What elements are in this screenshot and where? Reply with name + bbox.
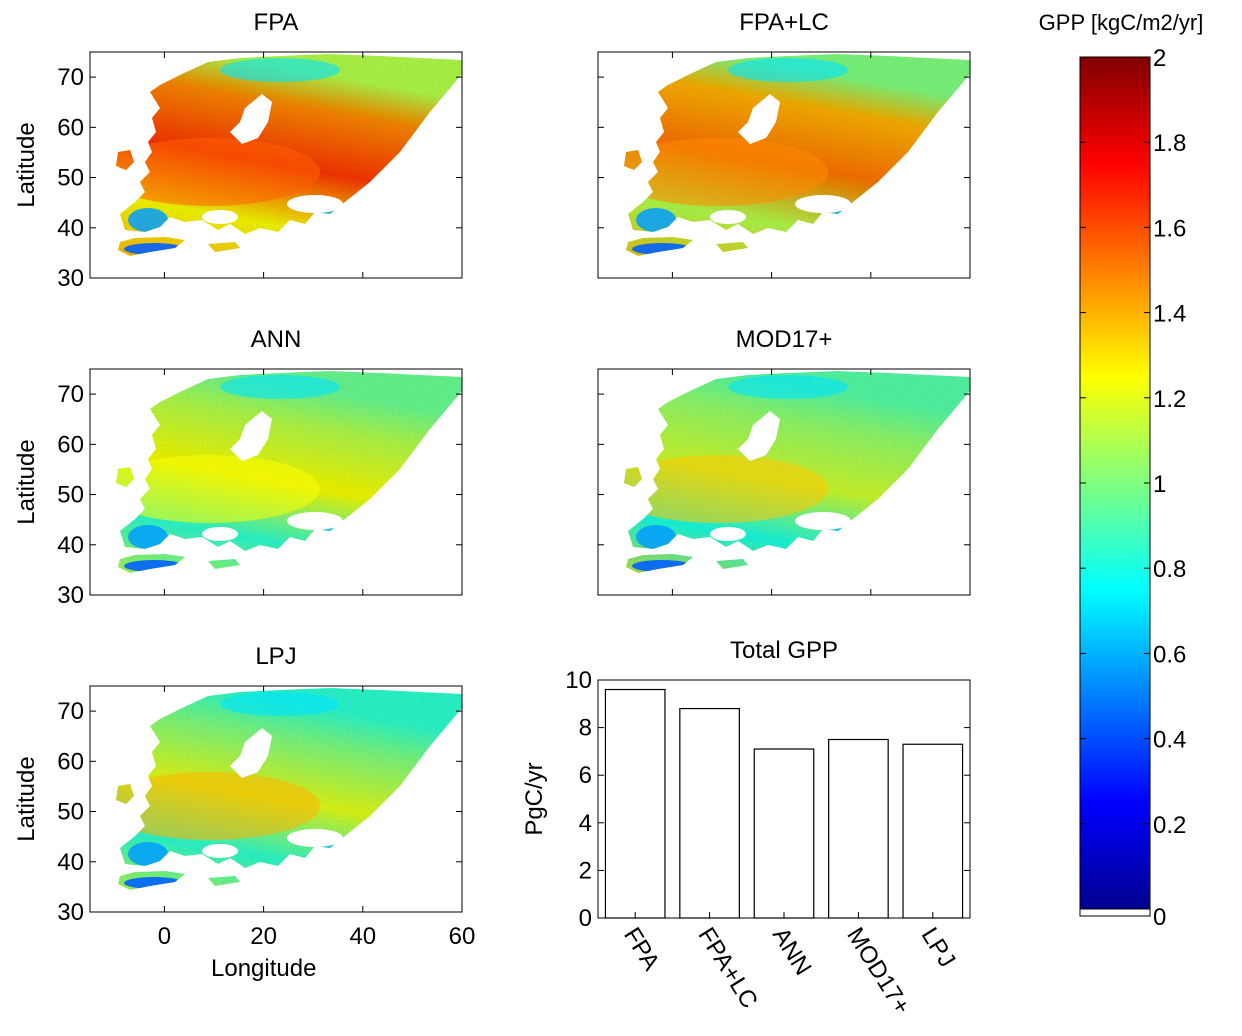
- bar: [679, 707, 740, 919]
- y-axis-label: PgC/yr: [521, 762, 548, 835]
- x-tick-label: LPJ: [916, 923, 961, 972]
- gpp-map: [624, 371, 970, 573]
- x-tick-label: 20: [250, 923, 277, 950]
- map-panel: MOD17+: [597, 326, 971, 596]
- y-tick-label: 40: [57, 532, 84, 559]
- map-panel: 30 40 50 60 70 FPA Latitude: [13, 9, 463, 292]
- x-tick-label: MOD17+: [841, 923, 915, 1019]
- gpp-map: [116, 371, 462, 573]
- colorbar-gradient: [1079, 56, 1151, 910]
- bar: [604, 688, 666, 919]
- x-tick-label: 60: [449, 923, 476, 950]
- x-tick-label: ANN: [767, 923, 817, 980]
- colorbar: 0 0.2 0.4 0.6 0.8 1 1.2 1.4 1.6 1.8 2 GPP [kgC/m2/y…: [1039, 10, 1204, 931]
- map-panel: 30 40 50 60 70 ANN Latitude: [13, 326, 463, 609]
- y-tick-label: 40: [57, 215, 84, 242]
- y-tick-label: 6: [579, 762, 592, 789]
- y-tick-label: 10: [565, 667, 592, 694]
- axes-frame: [89, 51, 463, 279]
- panel-title: Total GPP: [730, 637, 838, 664]
- y-tick-label: 4: [579, 810, 592, 837]
- bar: [902, 743, 964, 919]
- y-tick-label: 30: [57, 582, 84, 609]
- panel-title: FPA+LC: [739, 9, 829, 36]
- gpp-map: [116, 688, 462, 890]
- y-tick-label: 70: [57, 381, 84, 408]
- y-tick-label: 60: [57, 431, 84, 458]
- colorbar-tick-label: 1.4: [1153, 301, 1186, 328]
- colorbar-tick-label: 1.8: [1153, 130, 1186, 157]
- y-axis-label: Latitude: [13, 122, 40, 207]
- y-tick-label: 30: [57, 265, 84, 292]
- map-panel: FPA+LC: [597, 9, 971, 279]
- panel-title: ANN: [251, 326, 302, 353]
- colorbar-tick-label: 1.2: [1153, 386, 1186, 413]
- colorbar-tick-label: 0.8: [1153, 556, 1186, 583]
- gpp-map: [624, 54, 970, 256]
- y-tick-label: 50: [57, 165, 84, 192]
- colorbar-zero-swatch: [1079, 908, 1151, 917]
- x-tick-label: FPA+LC: [693, 923, 763, 1013]
- axes-frame: [597, 51, 971, 279]
- y-tick-label: 8: [579, 715, 592, 742]
- y-tick-label: 50: [57, 482, 84, 509]
- colorbar-tick-label: 1: [1153, 471, 1166, 498]
- y-tick-label: 30: [57, 899, 84, 926]
- y-tick-label: 40: [57, 849, 84, 876]
- x-tick-label: 0: [158, 923, 171, 950]
- y-tick-label: 2: [579, 857, 592, 884]
- y-tick-label: 60: [57, 114, 84, 141]
- colorbar-tick-label: 1.6: [1153, 215, 1186, 242]
- colorbar-tick-label: 2: [1153, 45, 1166, 72]
- y-tick-label: 70: [57, 698, 84, 725]
- y-tick-label: 60: [57, 748, 84, 775]
- panel-title: FPA: [254, 9, 299, 36]
- colorbar-tick-label: 0.2: [1153, 812, 1186, 839]
- axes-frame: [89, 368, 463, 596]
- y-axis-label: Latitude: [13, 756, 40, 841]
- colorbar-tick-label: 0.6: [1153, 641, 1186, 668]
- x-tick-label: FPA: [618, 923, 665, 975]
- colorbar-tick-label: 0: [1153, 904, 1166, 931]
- y-axis-label: Latitude: [13, 439, 40, 524]
- total-gpp-panel: 0 2 4 6 8 10 FPA FPA+LC ANN MOD17+ LPJ Total GPP PgC…: [521, 637, 971, 1019]
- y-tick-label: 50: [57, 799, 84, 826]
- x-axis-label: Longitude: [211, 955, 316, 982]
- panel-title: MOD17+: [736, 326, 833, 353]
- y-tick-label: 0: [579, 905, 592, 932]
- gpp-map: [116, 54, 462, 256]
- y-tick-label: 70: [57, 64, 84, 91]
- colorbar-tick-label: 0.4: [1153, 727, 1186, 754]
- x-tick-label: 40: [349, 923, 376, 950]
- panel-title: LPJ: [255, 643, 296, 670]
- axes-frame: [597, 368, 971, 596]
- map-panel: 30 40 50 60 70 0 20 40 60 LPJ Latitude Longitude: [13, 643, 475, 982]
- bar: [753, 748, 815, 919]
- axes-frame: [89, 685, 463, 913]
- colorbar-title: GPP [kgC/m2/yr]: [1039, 10, 1204, 35]
- bar: [828, 738, 889, 919]
